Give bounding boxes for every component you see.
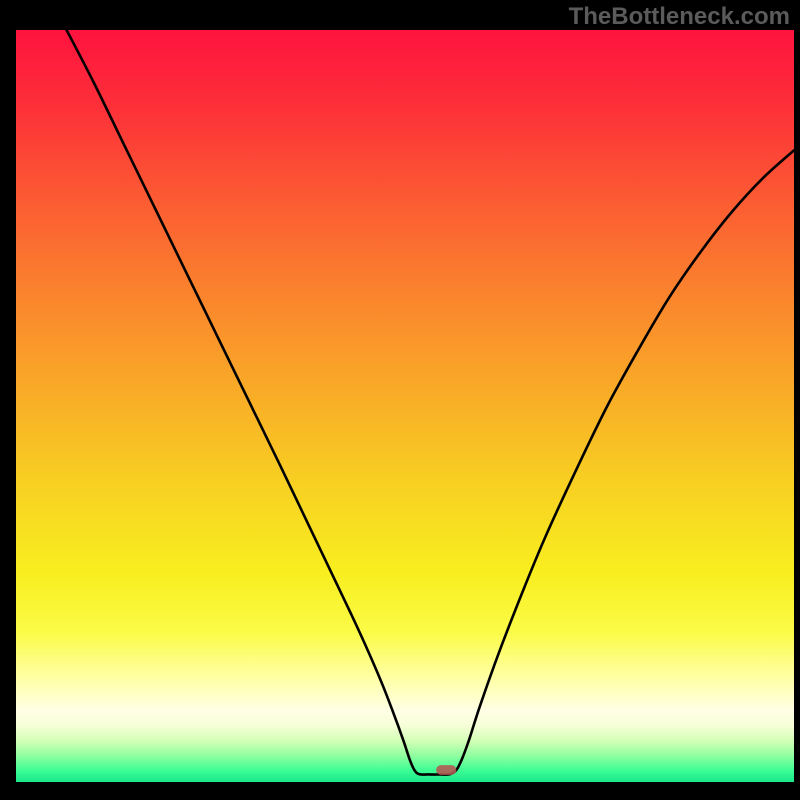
optimal-point-marker xyxy=(436,765,456,775)
chart-svg xyxy=(16,30,794,782)
watermark-text: TheBottleneck.com xyxy=(569,3,790,31)
gradient-background xyxy=(16,30,794,782)
plot-area xyxy=(16,30,794,782)
